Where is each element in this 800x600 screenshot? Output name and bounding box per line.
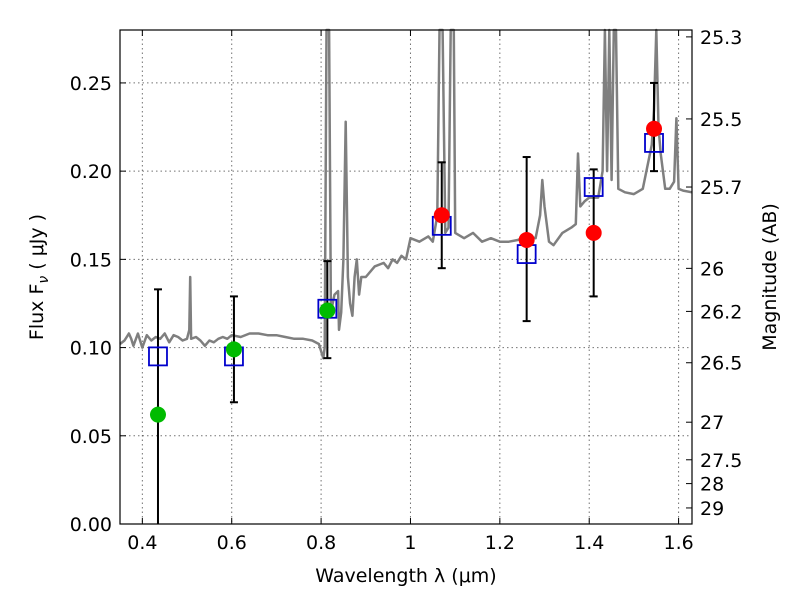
plot-frame (119, 29, 693, 525)
green-data-point (149, 406, 166, 423)
spectrum-layer (119, 28, 693, 360)
y-axis-label-subscript: ν (36, 276, 52, 284)
red-data-point (433, 207, 450, 224)
y-axis-label-text: Flux F (26, 284, 48, 340)
y-axis-label-right: Magnitude (AB) (759, 203, 781, 351)
magnitude-tick-label: 27.5 (700, 450, 742, 472)
magnitude-tick-label: 26 (700, 258, 724, 280)
magnitude-tick-label: 29 (700, 498, 724, 520)
x-tick-label: 0.8 (306, 532, 336, 554)
magnitude-tick-label: 25.7 (700, 177, 742, 199)
model-square (148, 346, 168, 367)
x-axis-label: Wavelength λ (μm) (315, 565, 496, 587)
x-tick-label: 1.6 (663, 532, 693, 554)
x-tick-label: 0.6 (217, 532, 247, 554)
y-tick-label: 0.05 (70, 426, 112, 448)
x-tick-label: 1.4 (574, 532, 604, 554)
photometry-point-layer (149, 120, 663, 423)
y-tick-label: 0.00 (70, 514, 112, 536)
magnitude-tick-label: 28 (700, 474, 724, 496)
y-tick-label: 0.15 (70, 249, 112, 271)
x-tick-label: 1 (404, 532, 416, 554)
y-tick-label: 0.25 (70, 73, 112, 95)
magnitude-tick-label: 25.5 (700, 109, 742, 131)
green-data-point (319, 302, 336, 319)
y-tick-label: 0.10 (70, 338, 112, 360)
x-tick-label: 1.2 (485, 532, 515, 554)
red-data-point (646, 120, 663, 137)
red-data-point (518, 231, 535, 248)
magnitude-tick-label: 26.5 (700, 353, 742, 375)
model-square-layer (148, 133, 664, 367)
y-axis-label-left: Flux Fν ( μJy ) (26, 214, 52, 340)
magnitude-tick-label: 25.3 (700, 27, 742, 49)
grid-lines (120, 30, 692, 524)
y-axis-label-unit: ( μJy ) (26, 214, 48, 276)
y-tick-label: 0.20 (70, 161, 112, 183)
red-data-point (585, 224, 602, 241)
green-data-point (225, 341, 242, 358)
magnitude-tick-label: 26.2 (700, 301, 742, 323)
errorbar-layer (153, 81, 659, 524)
x-tick-label: 0.4 (127, 532, 157, 554)
magnitude-tick-label: 27 (700, 412, 724, 434)
axis-ticks: 0.4 0.6 0.8 1 1.2 1.4 1.6 0.00 0.05 0.10 0.15 0.20 0… (70, 27, 743, 554)
model-spectrum-line (119, 28, 693, 360)
model-square (583, 177, 604, 197)
